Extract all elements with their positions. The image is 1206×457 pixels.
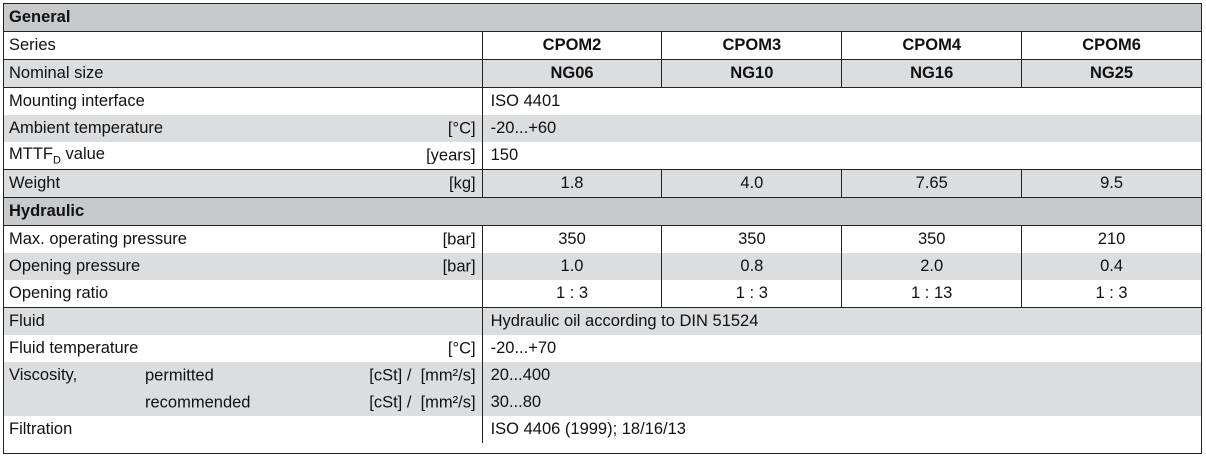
cell: CPOM4 <box>902 36 962 54</box>
row-opening-ratio: Opening ratio 1 : 3 1 : 3 1 : 13 1 : 3 <box>3 280 1202 308</box>
unit: [bar] <box>442 230 476 248</box>
cell: 150 <box>482 142 1202 170</box>
row-fluid-temp: Fluid temperature [°C] -20...+70 <box>3 335 1202 362</box>
sub-label: permitted <box>145 366 214 384</box>
cell: ISO 4401 <box>482 87 1202 115</box>
row-label: Opening pressure <box>9 257 141 275</box>
cell: 7.65 <box>841 169 1023 198</box>
row-label: Fluid <box>3 307 483 335</box>
cell: CPOM3 <box>722 36 782 54</box>
row-weight: Weight [kg] 1.8 4.0 7.65 9.5 <box>3 169 1202 198</box>
sub-label: recommended <box>145 393 251 411</box>
unit: [cSt] / [mm²/s] <box>369 393 476 411</box>
row-mounting: Mounting interface ISO 4401 <box>3 87 1202 115</box>
cell: 4.0 <box>661 169 843 198</box>
row-viscosity-recommended: recommended [cSt] / [mm²/s] 30...80 <box>3 389 1202 416</box>
cell: NG16 <box>910 64 954 82</box>
cell: 1 : 3 <box>1021 280 1202 308</box>
row-label: Viscosity, <box>9 366 78 384</box>
row-nominal-size: Nominal size NG06 NG10 NG16 NG25 <box>3 59 1202 88</box>
row-label: Max. operating pressure <box>9 230 187 248</box>
cell: Hydraulic oil according to DIN 51524 <box>482 307 1202 335</box>
cell: 30...80 <box>482 389 1202 416</box>
row-label: Weight <box>9 174 61 192</box>
row-fluid: Fluid Hydraulic oil according to DIN 515… <box>3 307 1202 335</box>
section-title: General <box>3 3 1202 32</box>
row-ambient: Ambient temperature [°C] -20...+60 <box>3 115 1202 142</box>
row-max-pressure: Max. operating pressure [bar] 350 350 350… <box>3 225 1202 253</box>
cell: 1.0 <box>482 253 663 280</box>
cell: 0.4 <box>1021 253 1202 280</box>
cell: 1 : 13 <box>841 280 1023 308</box>
cell: 9.5 <box>1021 169 1202 198</box>
row-label-suffix: value <box>60 144 105 163</box>
row-label: Fluid temperature <box>9 339 139 357</box>
section-general: General <box>3 3 1202 32</box>
row-label: Opening ratio <box>3 280 483 308</box>
cell: 1 : 3 <box>661 280 843 308</box>
unit: [bar] <box>442 257 476 275</box>
cell: 210 <box>1021 225 1202 253</box>
cell: NG10 <box>730 64 774 82</box>
unit: [°C] <box>447 339 476 357</box>
row-mttf: MTTFD value [years] 150 <box>3 142 1202 170</box>
unit: [kg] <box>448 174 476 192</box>
row-label: MTTF <box>9 144 53 163</box>
cell: 2.0 <box>841 253 1023 280</box>
cell: NG06 <box>550 64 594 82</box>
cell: -20...+60 <box>482 115 1202 142</box>
cell: ISO 4406 (1999); 18/16/13 <box>482 416 1202 443</box>
cell: 350 <box>841 225 1023 253</box>
cell: CPOM6 <box>1082 36 1141 54</box>
section-title: Hydraulic <box>3 197 1202 226</box>
row-opening-pressure: Opening pressure [bar] 1.0 0.8 2.0 0.4 <box>3 253 1202 280</box>
section-hydraulic: Hydraulic <box>3 197 1202 226</box>
row-label: Filtration <box>3 416 483 443</box>
row-label: Nominal size <box>3 59 483 88</box>
cell: CPOM2 <box>542 36 602 54</box>
unit: [years] <box>426 146 476 164</box>
specs-table: General Series CPOM2 CPOM3 CPOM4 CPOM6 N… <box>3 3 1202 443</box>
cell: 20...400 <box>482 362 1202 389</box>
subscript: D <box>52 154 61 167</box>
cell: 1 : 3 <box>482 280 663 308</box>
cell: NG25 <box>1090 64 1134 82</box>
cell: 350 <box>482 225 663 253</box>
unit: [°C] <box>447 119 476 137</box>
row-series: Series CPOM2 CPOM3 CPOM4 CPOM6 <box>3 31 1202 60</box>
row-label: Series <box>3 31 483 60</box>
cell: 0.8 <box>661 253 843 280</box>
row-label: Ambient temperature <box>9 119 164 137</box>
cell: 1.8 <box>482 169 663 198</box>
cell: -20...+70 <box>482 335 1202 362</box>
unit: [cSt] / [mm²/s] <box>369 366 476 384</box>
cell: 350 <box>661 225 843 253</box>
row-label: Mounting interface <box>3 87 483 115</box>
row-filtration: Filtration ISO 4406 (1999); 18/16/13 <box>3 416 1202 443</box>
row-viscosity-permitted: Viscosity, permitted [cSt] / [mm²/s] 20...… <box>3 362 1202 389</box>
